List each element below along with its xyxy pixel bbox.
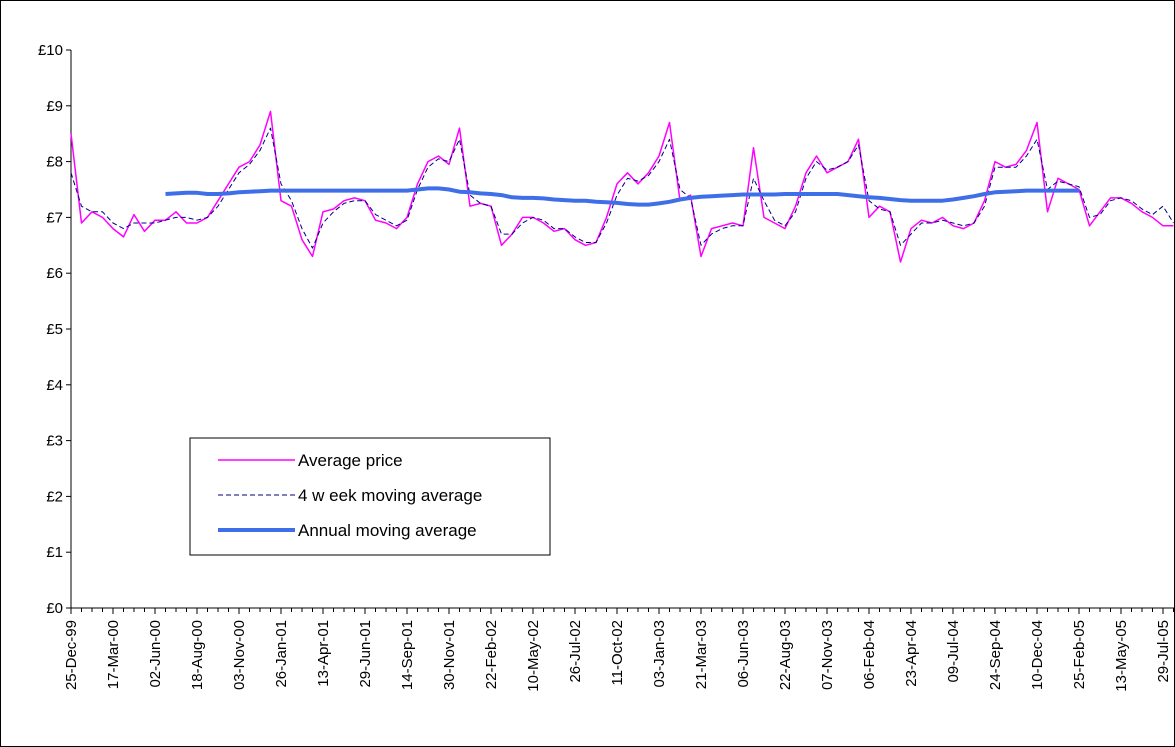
y-tick-label: £5 [46,321,63,338]
x-tick-label: 26-Jan-01 [273,620,290,688]
x-tick-label: 14-Sep-01 [399,620,416,690]
y-tick-label: £8 [46,154,63,171]
x-tick-label: 11-Oct-02 [609,620,626,686]
x-tick-label: 29-Jun-01 [357,620,374,688]
y-tick-label: £4 [46,377,63,394]
x-tick-label: 02-Jun-00 [147,620,164,688]
x-tick-label: 23-Apr-04 [903,620,920,687]
x-tick-label: 13-Apr-01 [315,620,332,687]
x-tick-label: 09-Jul-04 [945,620,962,683]
x-tick-label: 06-Jun-03 [735,620,752,688]
legend-box [189,437,551,556]
x-tick-label: 22-Aug-03 [777,620,794,690]
series-line [70,127,1174,249]
y-tick-label: £0 [46,600,63,617]
x-tick-label: 21-Mar-03 [693,620,710,689]
y-tick-label: £2 [46,488,63,505]
y-tick-label: £10 [38,42,63,59]
y-tick-label: £1 [46,544,63,561]
legend-label: Annual moving average [298,521,477,540]
y-tick-label: £9 [46,98,63,115]
legend-label: Average price [298,451,403,470]
x-tick-label: 03-Nov-00 [231,620,248,690]
x-tick-label: 10-Dec-04 [1029,620,1046,690]
x-tick-label: 29-Jul-05 [1155,620,1172,683]
x-tick-label: 17-Mar-00 [105,620,122,689]
x-tick-label: 26-Jul-02 [567,620,584,683]
x-tick-label: 25-Dec-99 [63,620,80,690]
series-line [70,110,1174,263]
legend-label: 4 w eek moving average [298,486,482,505]
x-tick-label: 24-Sep-04 [987,620,1004,690]
x-tick-label: 30-Nov-01 [441,620,458,690]
y-tick-label: £3 [46,433,63,450]
x-tick-label: 06-Feb-04 [861,620,878,689]
x-tick-label: 18-Aug-00 [189,620,206,690]
x-tick-label: 25-Feb-05 [1071,620,1088,689]
x-tick-label: 07-Nov-03 [819,620,836,690]
series-line [165,186,1079,207]
x-tick-label: 13-May-05 [1113,620,1130,692]
y-tick-label: £6 [46,265,63,282]
x-tick-label: 10-May-02 [525,620,542,692]
x-tick-label: 22-Feb-02 [483,620,500,689]
y-tick-label: £7 [46,209,63,226]
x-tick-label: 03-Jan-03 [651,620,668,688]
